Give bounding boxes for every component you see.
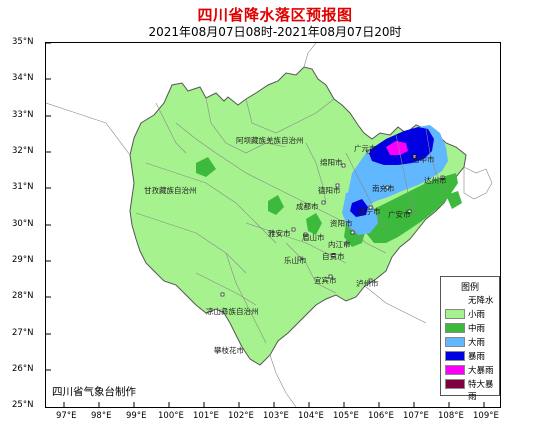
legend-label: 中雨 <box>468 324 486 334</box>
legend-label: 特大暴雨 <box>468 380 494 402</box>
place-label: 阿坝藏族羌族自治州 <box>236 135 304 145</box>
place-label: 巴中市 <box>412 154 435 164</box>
legend-label: 无降水 <box>468 296 494 306</box>
legend-swatch <box>445 351 465 361</box>
legend-label: 大雨 <box>468 338 486 348</box>
lat-label: 25°N <box>12 400 34 410</box>
lon-label: 105°E <box>333 411 359 421</box>
place-label: 成都市 <box>296 201 319 211</box>
lat-label: 27°N <box>12 328 34 338</box>
lon-label: 102°E <box>228 411 254 421</box>
place-label: 乐山市 <box>284 255 307 265</box>
place-label: 资阳市 <box>330 218 353 228</box>
map-subtitle: 2021年08月07日08时-2021年08月07日20时 <box>148 25 402 39</box>
map-frame: 阿坝藏族羌族自治州 甘孜藏族自治州 凉山彝族自治州 攀枝花市 广元市 巴中市 绵… <box>45 42 501 408</box>
place-label: 眉山市 <box>302 232 325 242</box>
lat-label: 26°N <box>12 364 34 374</box>
place-label: 南充市 <box>372 183 395 193</box>
place-label: 德阳市 <box>318 185 341 195</box>
rainstorm-area <box>350 199 368 217</box>
lon-label: 106°E <box>368 411 394 421</box>
legend-item: 小雨 <box>441 307 499 321</box>
place-label: 绵阳市 <box>320 157 343 167</box>
lon-label: 101°E <box>193 411 219 421</box>
neighbor-boundary <box>463 166 493 200</box>
legend-item: 暴雨 <box>441 349 499 363</box>
place-label: 泸州市 <box>356 278 379 288</box>
place-label: 广元市 <box>354 143 377 153</box>
lat-label: 28°N <box>12 291 34 301</box>
map-title: 四川省降水落区预报图 <box>197 6 353 24</box>
legend-item: 特大暴雨 <box>441 377 499 402</box>
legend-label: 小雨 <box>468 310 486 320</box>
lon-label: 98°E <box>91 411 112 421</box>
lon-label: 100°E <box>158 411 184 421</box>
legend-swatch <box>445 309 465 319</box>
place-label: 遂宁市 <box>358 206 381 216</box>
lon-label: 108°E <box>438 411 464 421</box>
legend-swatch <box>445 365 465 375</box>
lat-label: 34°N <box>12 73 34 83</box>
legend-title: 图例 <box>460 283 479 293</box>
lat-label: 31°N <box>12 182 34 192</box>
legend-swatch <box>445 337 465 347</box>
map-canvas: 阿坝藏族羌族自治州 甘孜藏族自治州 凉山彝族自治州 攀枝花市 广元市 巴中市 绵… <box>46 43 493 407</box>
legend-item: 无降水 <box>441 293 499 307</box>
downpour-area <box>386 141 408 155</box>
lat-label: 35°N <box>12 37 34 47</box>
legend-item: 大暴雨 <box>441 363 499 377</box>
lat-label: 30°N <box>12 219 34 229</box>
lon-label: 107°E <box>403 411 429 421</box>
place-label: 甘孜藏族自治州 <box>144 185 197 195</box>
place-label: 宜宾市 <box>314 275 337 285</box>
lon-label: 97°E <box>56 411 77 421</box>
place-label: 达州市 <box>424 175 447 185</box>
place-label: 内江市 <box>328 239 351 249</box>
lat-label: 33°N <box>12 110 34 120</box>
outer-boundaries <box>46 43 427 407</box>
lat-label: 29°N <box>12 255 34 265</box>
legend-swatch <box>445 379 465 389</box>
lat-label: 32°N <box>12 146 34 156</box>
city-markers <box>220 149 445 297</box>
legend: 图例 无降水 小雨 中雨 大雨 暴雨 大暴雨 特大暴雨 <box>440 276 500 402</box>
place-label: 攀枝花市 <box>214 345 244 355</box>
legend-label: 大暴雨 <box>468 366 494 376</box>
legend-item: 大雨 <box>441 335 499 349</box>
lon-label: 109°E <box>473 411 499 421</box>
lon-label: 103°E <box>263 411 289 421</box>
place-label: 自贡市 <box>322 251 345 261</box>
province-shape <box>129 66 467 366</box>
place-label: 雅安市 <box>268 228 291 238</box>
lon-label: 104°E <box>298 411 324 421</box>
legend-label: 暴雨 <box>468 352 486 362</box>
legend-item: 中雨 <box>441 321 499 335</box>
county-boundaries <box>135 97 447 344</box>
place-label: 广安市 <box>388 209 411 219</box>
legend-swatch <box>445 323 465 333</box>
legend-swatch <box>445 295 465 305</box>
lon-label: 99°E <box>126 411 147 421</box>
place-label: 凉山彝族自治州 <box>206 306 259 316</box>
producer-credit: 四川省气象台制作 <box>52 386 136 398</box>
